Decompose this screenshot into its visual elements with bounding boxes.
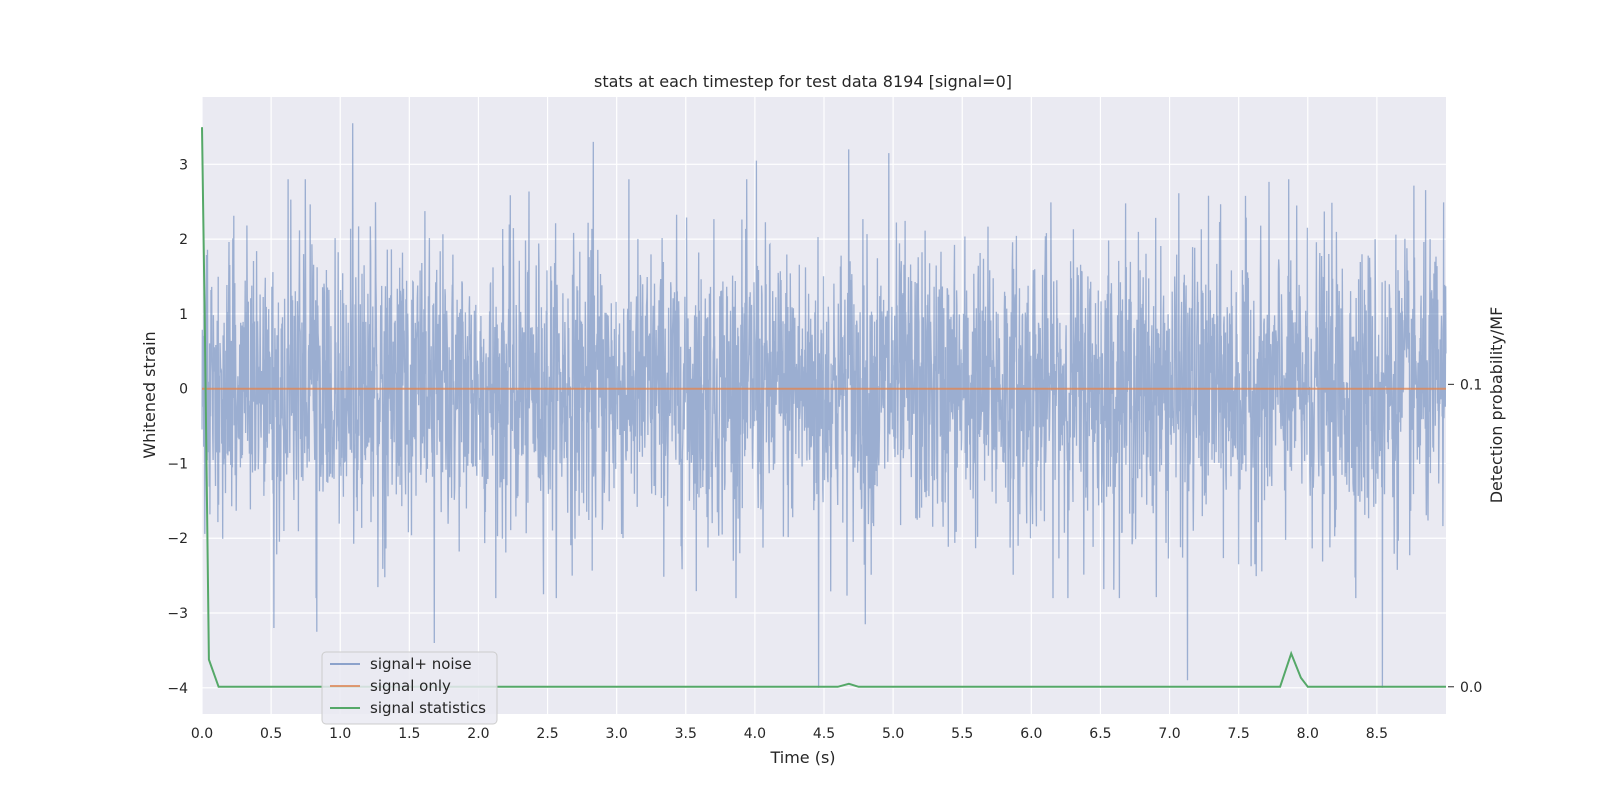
y-tick-label: 3 — [179, 157, 188, 173]
x-tick-label: 4.0 — [744, 726, 766, 742]
x-axis-label: Time (s) — [769, 748, 835, 767]
chart-title: stats at each timestep for test data 819… — [594, 72, 1012, 91]
x-tick-label: 8.0 — [1297, 726, 1319, 742]
series-signal-noise-line — [201, 123, 1447, 688]
y-tick-label: 1 — [179, 307, 188, 323]
x-tick-label: 7.0 — [1158, 726, 1180, 742]
x-tick-label: 1.0 — [329, 726, 351, 742]
y-axis-ticks: 3 2 1 0 −1 −2 −3 −4 — [167, 157, 188, 697]
legend-box — [321, 651, 498, 725]
x-tick-label: 8.5 — [1366, 726, 1388, 742]
y-tick-label: −3 — [167, 606, 188, 622]
x-tick-label: 5.5 — [951, 726, 973, 742]
legend-label-signal-statistics: signal statistics — [370, 699, 486, 717]
legend: signal+ noise signal only signal statist… — [321, 651, 498, 725]
y-tick-label: 2 — [179, 232, 188, 248]
legend-label-signal-noise: signal+ noise — [370, 655, 472, 673]
x-axis-ticks: 0.0 0.5 1.0 1.5 2.0 2.5 3.0 3.5 4.0 4.5 5.0 5.5 6.0 6… — [191, 726, 1388, 742]
x-tick-label: 6.5 — [1089, 726, 1111, 742]
right-y-axis-ticks: 0.1 0.0 — [1448, 377, 1482, 696]
right-y-tick-label: 0.0 — [1460, 680, 1482, 696]
y-tick-label: 0 — [179, 382, 188, 398]
x-tick-label: 2.5 — [536, 726, 558, 742]
x-tick-label: 3.0 — [606, 726, 628, 742]
y-tick-label: −4 — [167, 681, 188, 697]
y-tick-label: −2 — [167, 531, 188, 547]
right-y-axis-label: Detection probability/MF — [1487, 307, 1506, 504]
x-tick-label: 0.0 — [191, 726, 213, 742]
x-tick-label: 7.5 — [1228, 726, 1250, 742]
y-axis-label: Whitened strain — [140, 331, 159, 458]
x-tick-label: 6.0 — [1020, 726, 1042, 742]
x-tick-label: 4.5 — [813, 726, 835, 742]
right-y-tick-label: 0.1 — [1460, 377, 1482, 393]
legend-label-signal-only: signal only — [370, 677, 451, 695]
x-tick-label: 2.0 — [467, 726, 489, 742]
series-signal-statistics-line — [201, 127, 1446, 688]
y-tick-label: −1 — [167, 456, 188, 472]
x-tick-label: 3.5 — [675, 726, 697, 742]
x-tick-label: 0.5 — [260, 726, 282, 742]
x-tick-label: 1.5 — [398, 726, 420, 742]
x-tick-label: 5.0 — [882, 726, 904, 742]
